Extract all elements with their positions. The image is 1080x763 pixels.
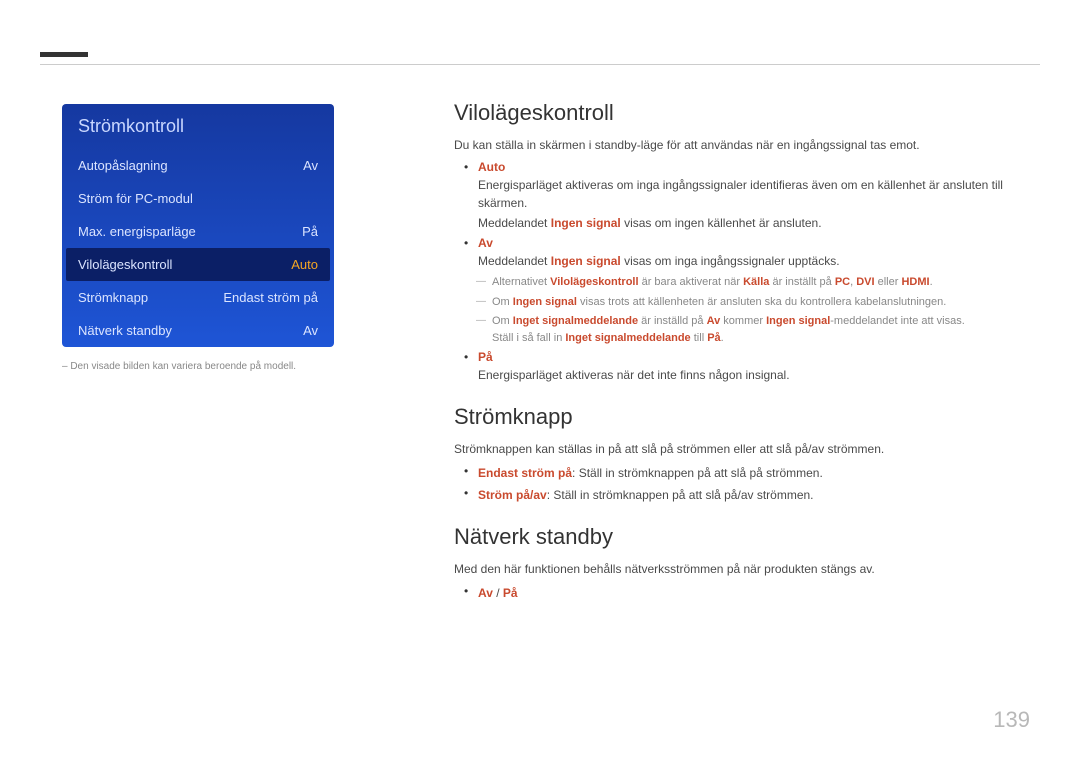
highlighted-term: På [707,332,720,344]
top-horizontal-rule [40,64,1040,65]
text-fragment: Alternativet [492,276,550,288]
highlighted-term: PC [835,276,850,288]
section-vilolageskontroll: Vilolägeskontroll Du kan ställa in skärm… [454,100,1024,384]
osd-menu-row-label: Nätverk standby [78,323,172,338]
text-fragment: : Ställ in strömknappen på att slå på/av… [547,488,814,502]
option-term: Auto [478,160,1024,174]
section-heading: Nätverk standby [454,524,1024,550]
sub-note-list: Alternativet Vilolägeskontroll är bara a… [478,274,1024,346]
option-term: Av [478,236,1024,250]
option-desc: Energisparläget aktiveras när det inte f… [478,366,1024,384]
highlighted-term: Inget signalmeddelande [565,332,690,344]
section-heading: Strömknapp [454,404,1024,430]
text-fragment: . [721,332,724,344]
text-fragment: är inställd på [638,315,706,327]
text-fragment: är bara aktiverat när [639,276,744,288]
highlighted-term: Endast ström på [478,466,572,480]
highlighted-term: Ingen signal [513,296,577,308]
text-fragment: kommer [720,315,766,327]
bullet-item-av: Av Meddelandet Ingen signal visas om ing… [478,236,1024,346]
bullet-item: Ström på/av: Ställ in strömknappen på at… [478,486,1024,504]
osd-menu-row[interactable]: Ström för PC-modul [62,182,334,215]
osd-menu-row[interactable]: Max. energisparläge På [62,215,334,248]
figure-caption: – Den visade bilden kan variera beroende… [62,361,334,372]
text-fragment: visas om ingen källenhet är ansluten. [621,216,822,230]
highlighted-term: Av [707,315,721,327]
osd-menu-title: Strömkontroll [62,104,334,149]
osd-menu-row-value: Endast ström på [223,290,318,305]
option-desc: Meddelandet Ingen signal visas om ingen … [478,214,1024,232]
highlighted-term: Vilolägeskontroll [550,276,638,288]
section-intro: Strömknappen kan ställas in på att slå p… [454,440,1024,458]
text-fragment: eller [875,276,902,288]
highlighted-term: Ingen signal [551,254,621,268]
sub-note: Om Ingen signal visas trots att källenhe… [492,294,1024,311]
page-number: 139 [993,707,1030,733]
sub-note: Om Inget signalmeddelande är inställd på… [492,313,1024,346]
osd-menu-row[interactable]: Nätverk standby Av [62,314,334,347]
section-heading: Vilolägeskontroll [454,100,1024,126]
top-accent-bar [40,52,88,57]
osd-menu-row[interactable]: Autopåslagning Av [62,149,334,182]
bullet-item: Endast ström på: Ställ in strömknappen p… [478,464,1024,482]
section-intro: Med den här funktionen behålls nätverkss… [454,560,1024,578]
osd-menu-row[interactable]: Strömknapp Endast ström på [62,281,334,314]
osd-menu-row[interactable]: Vilolägeskontroll Auto [66,248,330,281]
highlighted-term: Källa [743,276,769,288]
content-column: Vilolägeskontroll Du kan ställa in skärm… [454,100,1024,622]
text-fragment: Om [492,315,513,327]
highlighted-term: DVI [856,276,874,288]
section-stromknapp: Strömknapp Strömknappen kan ställas in p… [454,404,1024,504]
bullet-item-pa: På Energisparläget aktiveras när det int… [478,350,1024,384]
text-fragment: visas trots att källenheten är ansluten … [577,296,946,308]
highlighted-term: På [503,586,518,600]
highlighted-term: Ström på/av [478,488,547,502]
bullet-list: Av / På [454,584,1024,602]
option-desc: Meddelandet Ingen signal visas om inga i… [478,252,1024,270]
text-fragment: / [493,586,503,600]
text-fragment: till [691,332,708,344]
osd-menu-row-label: Vilolägeskontroll [78,257,172,272]
osd-menu-row-value: Av [303,158,318,173]
osd-menu: Strömkontroll Autopåslagning Av Ström för … [62,104,334,347]
osd-menu-row-label: Autopåslagning [78,158,168,173]
osd-menu-row-label: Max. energisparläge [78,224,196,239]
option-term: På [478,350,1024,364]
section-intro: Du kan ställa in skärmen i standby-läge … [454,136,1024,154]
osd-menu-row-label: Strömknapp [78,290,148,305]
bullet-list: Endast ström på: Ställ in strömknappen p… [454,464,1024,504]
osd-menu-row-value: På [302,224,318,239]
text-fragment: Meddelandet [478,254,551,268]
sub-note: Alternativet Vilolägeskontroll är bara a… [492,274,1024,291]
bullet-list: Auto Energisparläget aktiveras om inga i… [454,160,1024,384]
text-fragment: Meddelandet [478,216,551,230]
text-fragment: . [930,276,933,288]
highlighted-term: Av [478,586,493,600]
highlighted-term: HDMI [901,276,929,288]
text-fragment: är inställt på [769,276,834,288]
text-fragment: Ställ i så fall in [492,332,565,344]
highlighted-term: Inget signalmeddelande [513,315,638,327]
text-fragment: : Ställ in strömknappen på att slå på st… [572,466,823,480]
osd-menu-rows: Autopåslagning Av Ström för PC-modul Max. e… [62,149,334,347]
section-natverk-standby: Nätverk standby Med den här funktionen b… [454,524,1024,602]
highlighted-term: Ingen signal [551,216,621,230]
text-fragment: Om [492,296,513,308]
osd-menu-row-label: Ström för PC-modul [78,191,193,206]
option-desc: Energisparläget aktiveras om inga ingång… [478,176,1024,212]
left-column: Strömkontroll Autopåslagning Av Ström för … [62,104,334,372]
osd-menu-row-value: Auto [291,257,318,272]
bullet-item: Av / På [478,584,1024,602]
text-fragment: visas om inga ingångssignaler upptäcks. [621,254,840,268]
text-fragment: -meddelandet inte att visas. [830,315,965,327]
page-root: Strömkontroll Autopåslagning Av Ström för … [0,0,1080,763]
highlighted-term: Ingen signal [766,315,830,327]
bullet-item-auto: Auto Energisparläget aktiveras om inga i… [478,160,1024,232]
osd-menu-row-value: Av [303,323,318,338]
